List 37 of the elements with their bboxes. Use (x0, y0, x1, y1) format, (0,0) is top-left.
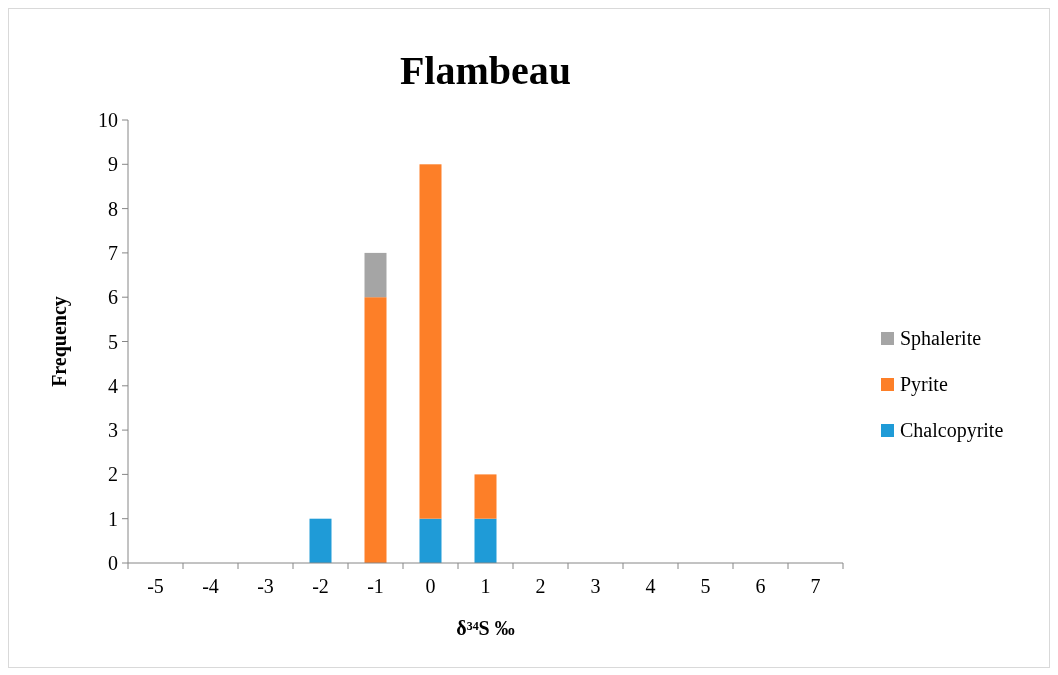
y-tick-label: 5 (108, 330, 118, 353)
y-tick-label: 1 (108, 507, 118, 530)
x-tick-label: 4 (645, 575, 656, 597)
bar (419, 518, 442, 563)
x-tick-label: -5 (147, 575, 164, 597)
bar (419, 164, 442, 519)
x-axis-title: δ³⁴S ‰ (456, 617, 515, 639)
x-tick-label: 0 (425, 575, 436, 597)
x-tick-label: -3 (257, 575, 274, 597)
bar (364, 252, 387, 298)
y-tick-label: 9 (108, 153, 118, 176)
y-axis-title: Frequency (48, 296, 71, 387)
x-tick-label: -2 (312, 575, 329, 597)
legend-label: Pyrite (900, 373, 948, 396)
y-tick-label: 0 (108, 552, 118, 574)
y-tick-label: 4 (108, 374, 118, 397)
y-tick-label: 3 (108, 419, 118, 442)
x-tick-label: 5 (700, 575, 711, 597)
y-tick-label: 6 (108, 286, 118, 309)
x-tick-label: -1 (367, 575, 384, 597)
y-tick-label: 2 (108, 463, 118, 486)
bar (364, 297, 387, 563)
legend-label: Sphalerite (900, 327, 982, 350)
chart-title: Flambeau (399, 48, 572, 93)
x-tick-label: 2 (535, 575, 546, 597)
bar (309, 518, 332, 563)
y-tick-label: 10 (98, 109, 118, 131)
x-tick-label: 3 (590, 575, 601, 597)
y-tick-label: 7 (108, 241, 118, 264)
x-tick-label: -4 (202, 575, 219, 597)
x-tick-label: 1 (480, 575, 491, 597)
x-tick-label: 7 (810, 575, 821, 597)
y-tick-label: 8 (108, 197, 118, 220)
bar (474, 518, 497, 563)
x-tick-label: 6 (755, 575, 766, 597)
legend-label: Chalcopyrite (900, 419, 1004, 442)
bar (474, 474, 497, 519)
